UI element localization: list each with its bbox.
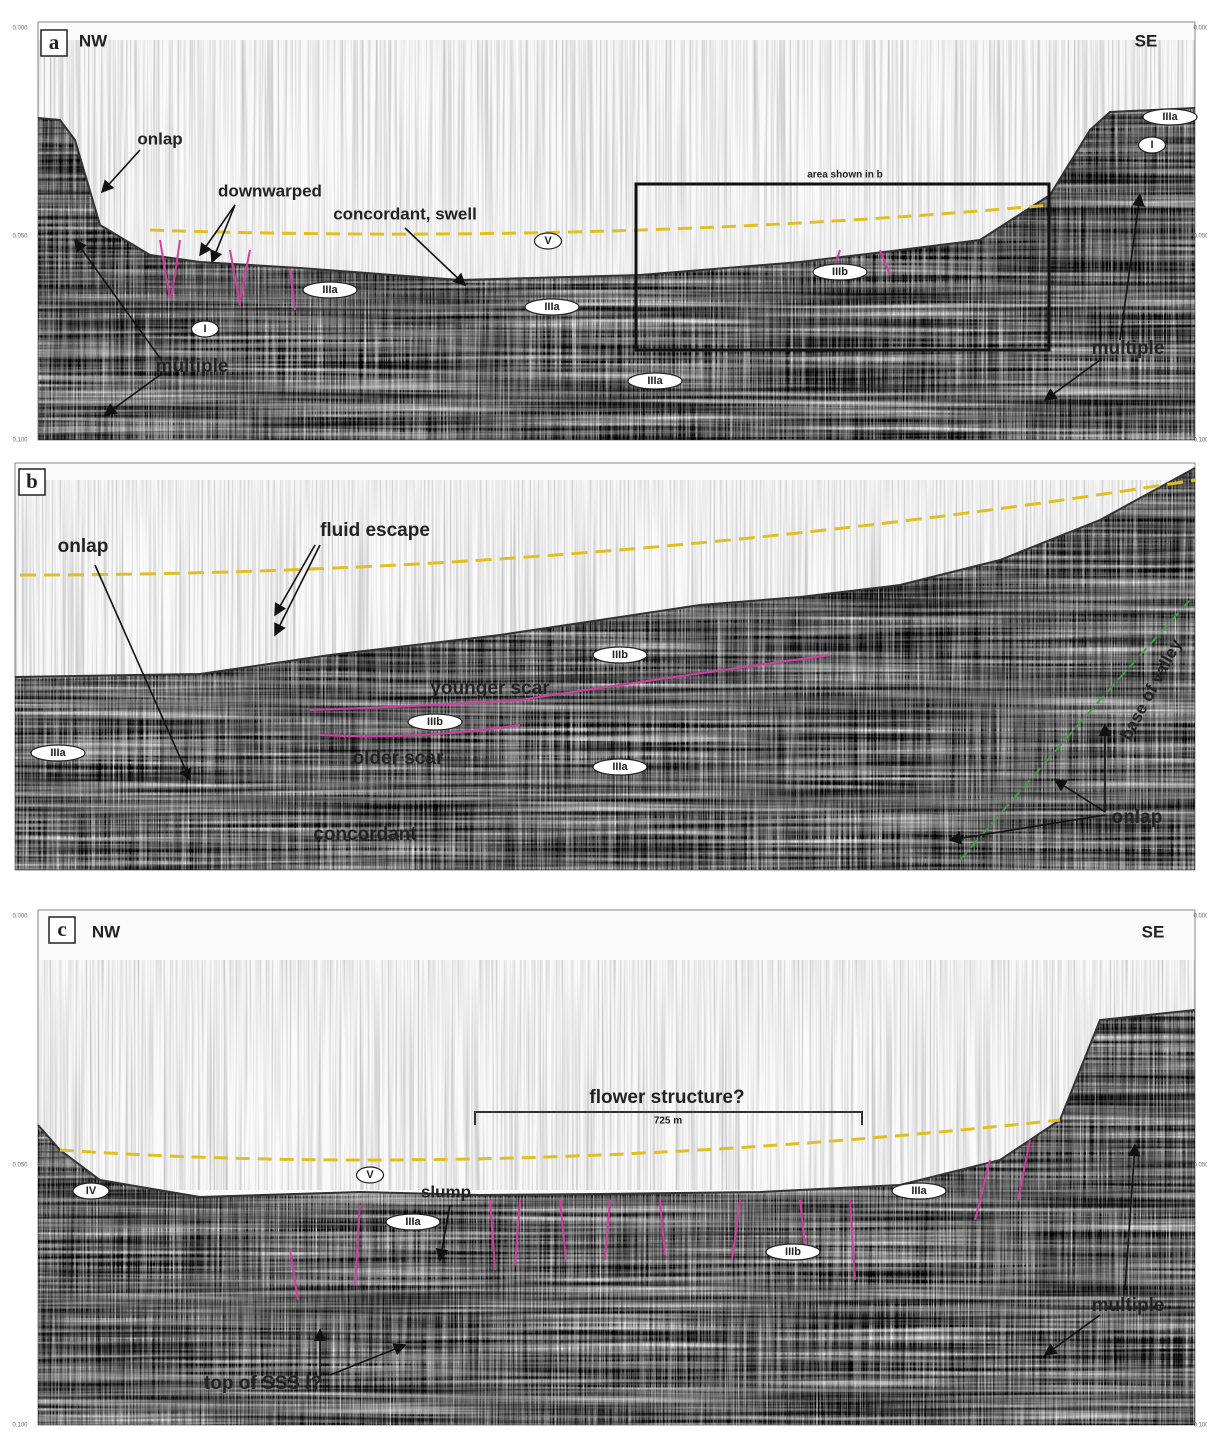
- unit-label: IIIa: [544, 301, 560, 313]
- annotation: 0.100: [1193, 438, 1207, 444]
- annotation: onlap: [1112, 807, 1163, 828]
- unit-label: IIIb: [832, 266, 848, 278]
- annotation: 0.050: [1193, 234, 1207, 240]
- annotation: 0.000: [12, 26, 28, 32]
- annotation: c: [57, 917, 66, 941]
- unit-label: IIIb: [612, 649, 628, 661]
- unit-label: IIIa: [50, 747, 66, 759]
- annotation: onlap: [58, 536, 109, 557]
- annotation: multiple: [156, 356, 229, 377]
- unit-label: I: [1150, 139, 1153, 151]
- annotation: concordant: [313, 824, 417, 845]
- annotation: slump: [421, 1182, 471, 1201]
- unit-label: IIIb: [785, 1246, 801, 1258]
- annotation: multiple: [1092, 338, 1165, 359]
- annotation: 0.100: [12, 438, 28, 444]
- annotation: multiple: [1092, 1295, 1165, 1316]
- annotation: flower structure?: [589, 1087, 744, 1108]
- annotation: NW: [79, 31, 108, 50]
- annotation: fluid escape: [320, 520, 430, 541]
- annotation: 0.000: [1193, 914, 1207, 920]
- annotation: a: [49, 30, 60, 54]
- annotation: concordant, swell: [333, 204, 477, 223]
- annotation: 0.050: [12, 1163, 28, 1169]
- annotation: 0.100: [12, 1423, 28, 1429]
- annotation: 0.050: [12, 234, 28, 240]
- annotation: 0.000: [1193, 26, 1207, 32]
- annotation: b: [26, 469, 38, 493]
- unit-label: IIIb: [427, 716, 443, 728]
- page: {"panels": [ {"label": "a", "left": "NW"…: [0, 0, 1207, 1433]
- annotation: 725 m: [654, 1116, 682, 1127]
- unit-label: IIIa: [322, 284, 338, 296]
- unit-label: IIIa: [1162, 111, 1178, 123]
- annotation: older scar: [353, 748, 444, 769]
- annotation: SE: [1142, 922, 1165, 941]
- unit-label: V: [544, 235, 552, 247]
- unit-label: V: [366, 1169, 374, 1181]
- annotation: top of SSS I?: [204, 1373, 322, 1394]
- annotation: NW: [92, 922, 121, 941]
- unit-label: IIIa: [405, 1216, 421, 1228]
- annotation: 0.000: [12, 914, 28, 920]
- unit-label: IIIa: [911, 1185, 927, 1197]
- unit-label: IIIa: [647, 375, 663, 387]
- annotation: SE: [1135, 31, 1158, 50]
- annotation: onlap: [137, 129, 182, 148]
- annotation: area shown in b: [807, 170, 883, 181]
- unit-label: IV: [86, 1185, 97, 1197]
- unit-label: I: [203, 323, 206, 335]
- unit-label: IIIa: [612, 761, 628, 773]
- annotation: downwarped: [218, 181, 322, 200]
- figure: a b c NW SE NW SE 0.000 0.000 0.050 0.050 0.100 0.10…: [0, 0, 1207, 1433]
- annotation: younger scar: [430, 678, 550, 699]
- annotation: 0.050: [1193, 1163, 1207, 1169]
- annotation: 0.100: [1193, 1423, 1207, 1429]
